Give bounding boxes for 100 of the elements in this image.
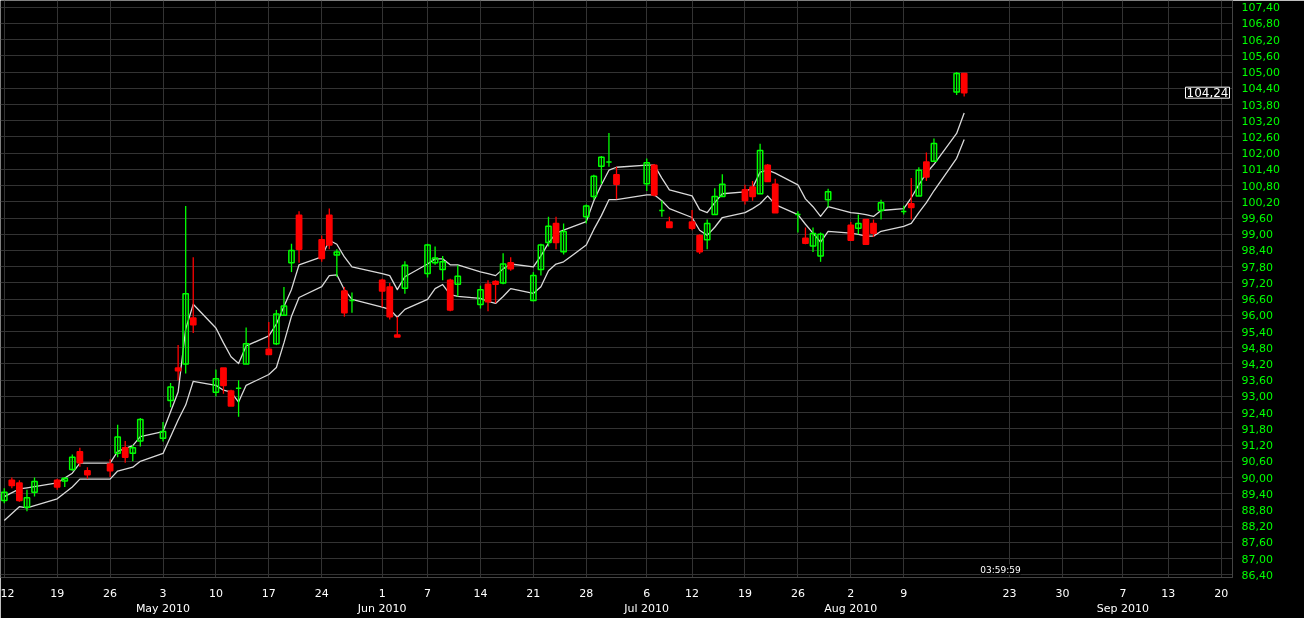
y-tick-label: 103,80 bbox=[1241, 98, 1280, 112]
y-tick-label: 91,20 bbox=[1241, 439, 1273, 453]
x-tick-label: 17 bbox=[261, 586, 276, 600]
x-tick-label: 7 Sep 2010 bbox=[1096, 586, 1150, 616]
candlestick bbox=[907, 177, 915, 221]
y-tick-label: 101,40 bbox=[1241, 163, 1280, 177]
candlestick bbox=[922, 151, 930, 182]
y-tick-label: 100,20 bbox=[1241, 195, 1280, 209]
candlestick bbox=[477, 284, 484, 310]
candlestick bbox=[265, 321, 273, 356]
candlestick bbox=[915, 166, 923, 197]
y-tick-label: 106,20 bbox=[1241, 33, 1280, 47]
x-tick-label: 19 bbox=[737, 586, 752, 600]
candlestick bbox=[31, 476, 38, 498]
x-tick-label: 13 bbox=[1161, 586, 1176, 600]
x-tick-label: 26 bbox=[103, 586, 118, 600]
candlestick bbox=[529, 271, 537, 302]
y-tick-label: 94,20 bbox=[1241, 358, 1273, 371]
y-tick-label: 106,80 bbox=[1241, 17, 1280, 31]
y-tick-label: 93,60 bbox=[1241, 374, 1273, 388]
y-tick-label: 87,00 bbox=[1241, 552, 1273, 566]
candlestick bbox=[545, 216, 552, 248]
y-tick-label: 88,80 bbox=[1241, 503, 1273, 517]
y-tick-label: 97,20 bbox=[1241, 276, 1273, 290]
x-tick-label: 14 bbox=[473, 586, 488, 600]
candlestick bbox=[854, 213, 862, 235]
candlestick bbox=[953, 71, 961, 96]
x-tick-label: 23 bbox=[1002, 586, 1017, 600]
candlestick bbox=[590, 174, 598, 201]
candlestick bbox=[582, 203, 590, 225]
x-tick-label: 24 bbox=[314, 586, 329, 600]
x-tick-label: 1 Jun 2010 bbox=[356, 586, 407, 616]
candlestick bbox=[756, 143, 764, 195]
candlestick bbox=[136, 417, 144, 448]
y-tick-label: 104,40 bbox=[1241, 82, 1280, 96]
candlestick bbox=[613, 166, 620, 200]
y-tick-label: 98,40 bbox=[1241, 244, 1273, 258]
y-tick-label: 99,00 bbox=[1241, 228, 1273, 242]
candlestick bbox=[454, 264, 462, 298]
y-tick-label: 95,40 bbox=[1241, 325, 1273, 339]
y-tick-label: 92,40 bbox=[1241, 406, 1273, 420]
candlestick bbox=[76, 447, 84, 468]
x-tick-label: 2 Aug 2010 bbox=[824, 586, 878, 616]
candlestick bbox=[877, 199, 885, 221]
x-tick-label: 6 Jul 2010 bbox=[623, 586, 670, 616]
candlestick bbox=[174, 344, 182, 381]
candlestick bbox=[537, 243, 545, 277]
x-tick-label: 30 bbox=[1055, 586, 1070, 600]
candlestick bbox=[242, 326, 250, 365]
candlestick bbox=[333, 248, 341, 278]
y-tick-label: 96,60 bbox=[1241, 293, 1273, 307]
y-tick-label: 105,00 bbox=[1241, 66, 1280, 80]
y-tick-label: 94,80 bbox=[1241, 341, 1273, 355]
x-tick-label: 26 bbox=[790, 586, 805, 600]
y-tick-label: 87,60 bbox=[1241, 536, 1273, 550]
x-tick-label: 9 bbox=[900, 586, 908, 600]
y-tick-label: 86,40 bbox=[1241, 568, 1273, 582]
candlestick bbox=[960, 72, 968, 98]
x-tick-label: 12 bbox=[685, 586, 700, 600]
y-tick-label: 100,80 bbox=[1241, 179, 1280, 193]
y-tick-label: 89,40 bbox=[1241, 487, 1273, 501]
candlestick bbox=[824, 188, 832, 208]
candlestick bbox=[696, 233, 704, 255]
candlestick bbox=[212, 368, 220, 398]
y-tick-label: 90,00 bbox=[1241, 471, 1273, 485]
y-tick-label: 93,00 bbox=[1241, 390, 1273, 404]
x-tick-label: 20 bbox=[1214, 586, 1229, 600]
y-tick-label: 90,60 bbox=[1241, 455, 1273, 469]
y-tick-label: 91,80 bbox=[1241, 422, 1273, 436]
y-tick-label: 105,60 bbox=[1241, 49, 1280, 63]
candlestick bbox=[182, 205, 190, 375]
candlestick bbox=[930, 137, 938, 163]
y-tick-label: 88,20 bbox=[1241, 520, 1273, 534]
candlestick bbox=[114, 424, 122, 458]
x-tick-label: 3 May 2010 bbox=[135, 586, 191, 616]
annotation: 03:59:59 bbox=[980, 564, 1021, 575]
y-tick-label: 107,40 bbox=[1241, 1, 1280, 15]
x-tick-label: 12 bbox=[0, 586, 15, 600]
candlestick bbox=[688, 209, 696, 231]
candlestick bbox=[847, 221, 855, 241]
candlestick bbox=[643, 157, 651, 192]
y-tick-label: 102,60 bbox=[1241, 130, 1280, 144]
x-tick-label: 28 bbox=[579, 586, 594, 600]
x-tick-label: 21 bbox=[526, 586, 541, 600]
candlestick bbox=[23, 489, 31, 512]
x-tick-label: 19 bbox=[50, 586, 65, 600]
candlestick bbox=[703, 218, 711, 250]
x-tick-label: 7 bbox=[424, 586, 432, 600]
y-tick-label: 102,00 bbox=[1241, 147, 1280, 161]
y-tick-label: 96,00 bbox=[1241, 309, 1273, 323]
candlestick bbox=[159, 421, 167, 443]
y-tick-label: 103,20 bbox=[1241, 114, 1280, 128]
candlestick bbox=[167, 382, 174, 408]
candlestick bbox=[121, 440, 129, 464]
candlestick bbox=[220, 367, 227, 395]
candlestick bbox=[189, 256, 197, 334]
candlestick bbox=[288, 243, 295, 273]
candlestick bbox=[401, 260, 409, 295]
candlestick bbox=[341, 286, 348, 318]
y-tick-label: 99,60 bbox=[1241, 212, 1273, 226]
